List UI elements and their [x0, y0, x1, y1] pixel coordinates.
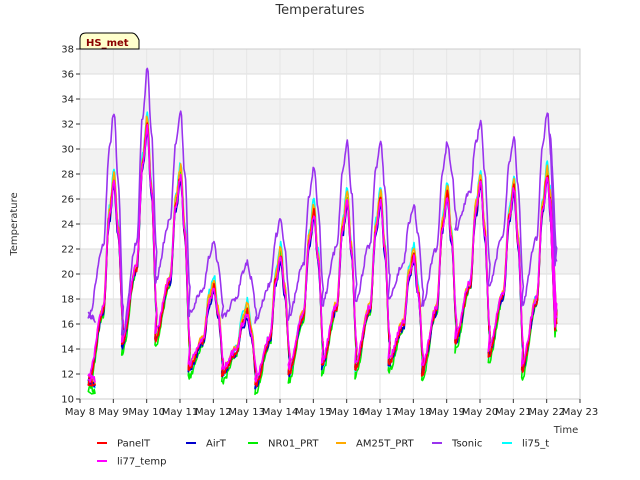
- plot-band: [80, 349, 580, 374]
- y-tick-label: 24: [61, 220, 74, 231]
- badge-shape: [79, 32, 140, 50]
- x-axis-label: Time: [553, 425, 578, 436]
- x-tick-label: May 16: [328, 407, 365, 418]
- y-tick-label: 32: [61, 120, 74, 131]
- y-tick-label: 38: [61, 45, 74, 56]
- legend-label-li77-temp: li77_temp: [117, 457, 166, 468]
- y-tick-label: 20: [61, 270, 74, 281]
- plot-band: [80, 99, 580, 124]
- legend-label-tsonic: Tsonic: [451, 439, 482, 450]
- x-tick-label: May 18: [395, 407, 432, 418]
- y-tick-label: 10: [61, 395, 74, 406]
- plot-band: [80, 74, 580, 99]
- y-tick-label: 14: [61, 345, 74, 356]
- x-tick-label: May 21: [495, 407, 532, 418]
- series-lines: [87, 67, 558, 396]
- x-tick-label: May 20: [462, 407, 499, 418]
- x-tick-label: May 17: [362, 407, 399, 418]
- y-tick-label: 34: [61, 95, 74, 106]
- x-tick-label: May 13: [228, 407, 265, 418]
- legend: PanelT AirT NR01_PRT AM25T_PRT Tsonic li75_tl…: [97, 439, 549, 468]
- x-tick-label: May 15: [295, 407, 332, 418]
- y-tick-label: 36: [61, 70, 74, 81]
- x-tick-label: May 14: [262, 407, 299, 418]
- x-tick-label: May 22: [528, 407, 565, 418]
- legend-label-li75-t: li75_t: [522, 439, 549, 450]
- y-tick-label: 18: [61, 295, 74, 306]
- y-tick-label: 22: [61, 245, 74, 256]
- plot-background: [80, 49, 580, 399]
- plot-band: [80, 124, 580, 149]
- x-tick-label: May 11: [162, 407, 199, 418]
- plot-band: [80, 374, 580, 399]
- plot-band: [80, 149, 580, 174]
- x-tick-label: May 19: [428, 407, 465, 418]
- y-tick-label: 12: [61, 370, 74, 381]
- x-tick-label: May 8: [65, 407, 95, 418]
- x-tick-label: May 23: [562, 407, 599, 418]
- plot-band: [80, 174, 580, 199]
- y-tick-label: 26: [61, 195, 74, 206]
- legend-label-nr01-prt: NR01_PRT: [268, 439, 319, 450]
- y-axis-label: Temperature: [9, 192, 20, 256]
- series-line-li77-temp: [87, 124, 558, 383]
- plot-band: [80, 274, 580, 299]
- y-tick-label: 30: [61, 145, 74, 156]
- series-line-tsonic: [87, 67, 558, 336]
- legend-label-am25t-prt: AM25T_PRT: [356, 439, 415, 450]
- x-tick-label: May 9: [98, 407, 128, 418]
- x-tick-label: May 10: [128, 407, 165, 418]
- chart-title: Temperatures: [274, 3, 364, 18]
- legend-label-panelt: PanelT: [117, 439, 151, 450]
- y-tick-label: 28: [61, 170, 74, 181]
- legend-label-airt: AirT: [206, 439, 227, 450]
- badge-label: HS_met: [86, 38, 129, 49]
- plot-band: [80, 199, 580, 224]
- y-ticks: 10 12 14 16 18 20 22 24 26 28 30 32 34 36 38: [61, 45, 80, 406]
- station-badge: HS_met: [79, 32, 140, 50]
- y-tick-label: 16: [61, 320, 74, 331]
- plot-band: [80, 49, 580, 74]
- x-tick-label: May 12: [195, 407, 232, 418]
